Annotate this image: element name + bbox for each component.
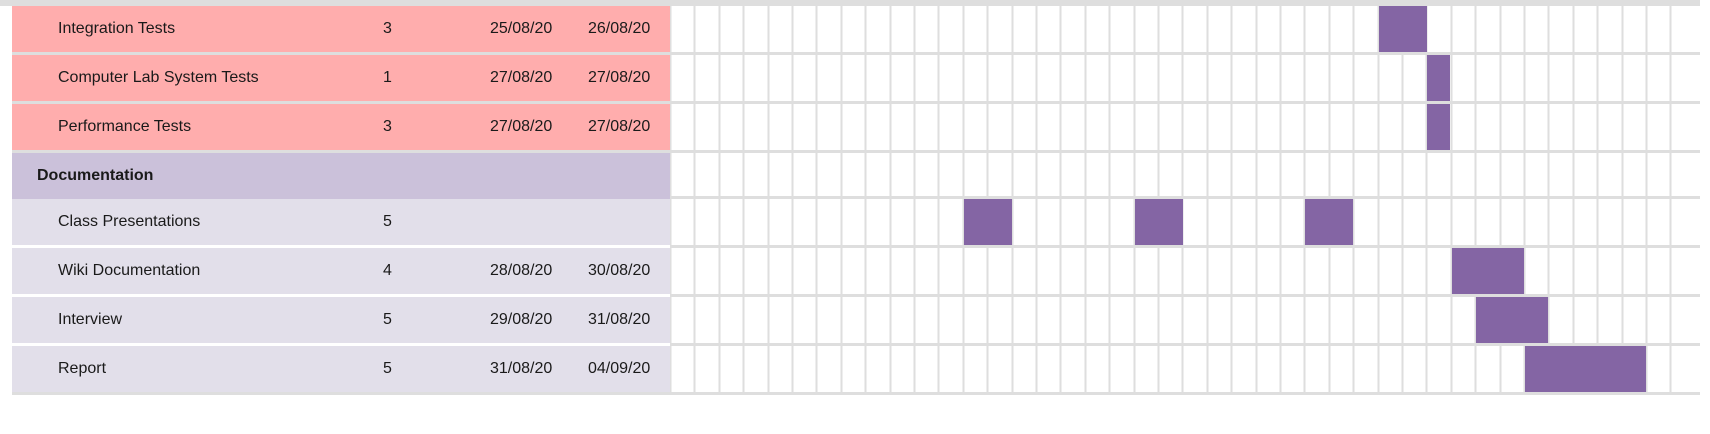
gantt-bar[interactable] [1427, 55, 1450, 101]
task-duration: 5 [383, 360, 392, 377]
gantt-bar[interactable] [1305, 199, 1353, 245]
section-title: Documentation [37, 167, 154, 184]
task-duration: 5 [383, 213, 392, 230]
bottom-border [12, 392, 1700, 395]
task-name: Class Presentations [58, 213, 201, 230]
gantt-bar[interactable] [1135, 199, 1183, 245]
task-row-performance-tests[interactable]: Performance Tests 3 27/08/20 27/08/20 [12, 104, 670, 150]
task-start-date: 29/08/20 [490, 311, 553, 328]
top-border [0, 0, 1700, 6]
gantt-bar[interactable] [1525, 346, 1646, 392]
task-end-date: 31/08/20 [588, 311, 651, 328]
task-name: Interview [58, 311, 123, 328]
task-end-date: 27/08/20 [588, 118, 651, 135]
task-start-date: 31/08/20 [490, 360, 553, 377]
gantt-grid [669, 6, 1700, 395]
task-duration: 5 [383, 311, 392, 328]
task-start-date: 27/08/20 [490, 69, 553, 86]
task-duration: 3 [383, 20, 392, 37]
task-row-computer-lab-system-tests[interactable]: Computer Lab System Tests 1 27/08/20 27/… [12, 55, 670, 101]
task-duration: 1 [383, 69, 392, 86]
task-name: Report [58, 360, 107, 377]
task-end-date: 04/09/20 [588, 360, 651, 377]
task-row-class-presentations[interactable]: Class Presentations 5 [12, 199, 670, 245]
gantt-bar[interactable] [1476, 297, 1548, 343]
task-start-date: 25/08/20 [490, 20, 553, 37]
gantt-bar[interactable] [1452, 248, 1524, 294]
gantt-bar[interactable] [1427, 104, 1450, 150]
task-name: Performance Tests [58, 118, 192, 135]
gantt-bar[interactable] [1379, 6, 1427, 52]
task-end-date: 30/08/20 [588, 262, 651, 279]
section-header-documentation[interactable]: Documentation [12, 153, 670, 199]
task-name: Integration Tests [58, 20, 176, 37]
task-end-date: 26/08/20 [588, 20, 651, 37]
task-row-integration-tests[interactable]: Integration Tests 3 25/08/20 26/08/20 [12, 6, 670, 52]
task-start-date: 27/08/20 [490, 118, 553, 135]
task-name: Computer Lab System Tests [58, 69, 259, 86]
task-duration: 4 [383, 262, 392, 279]
task-start-date: 28/08/20 [490, 262, 553, 279]
task-row-report[interactable]: Report 5 31/08/20 04/09/20 [12, 346, 670, 392]
task-name: Wiki Documentation [58, 262, 201, 279]
task-end-date: 27/08/20 [588, 69, 651, 86]
task-duration: 3 [383, 118, 392, 135]
gantt-bar[interactable] [964, 199, 1012, 245]
task-row-interview[interactable]: Interview 5 29/08/20 31/08/20 [12, 297, 670, 343]
task-row-wiki-documentation[interactable]: Wiki Documentation 4 28/08/20 30/08/20 [12, 248, 670, 294]
gantt-timeline [669, 6, 1700, 401]
